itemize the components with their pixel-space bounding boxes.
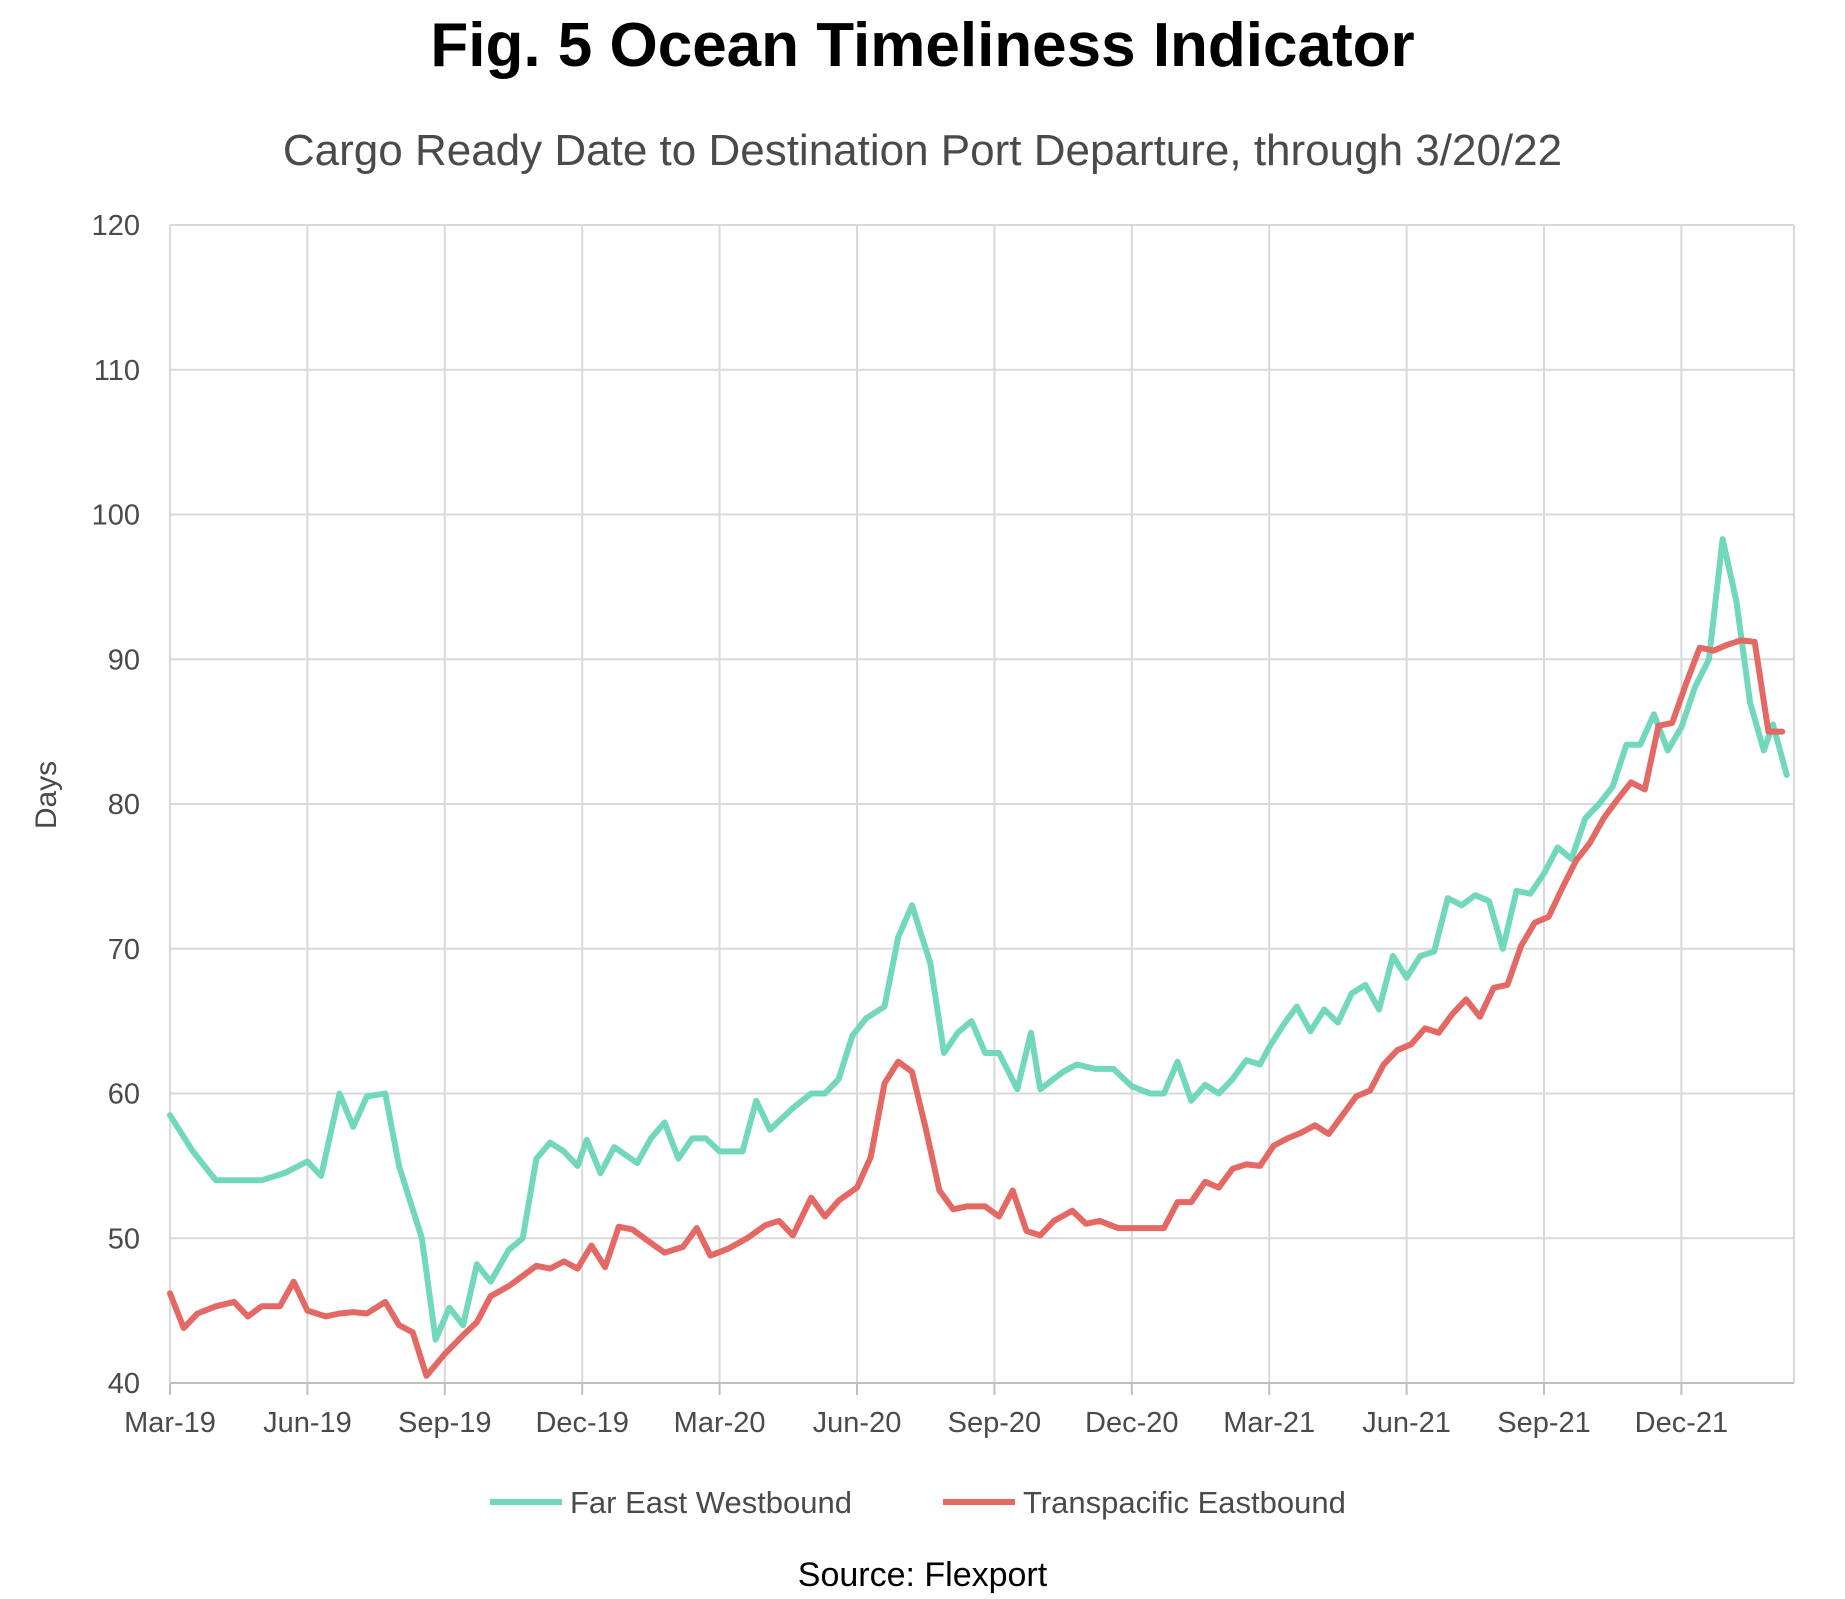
legend-label-0: Far East Westbound	[570, 1485, 852, 1520]
x-tick-label: Dec-20	[1085, 1407, 1179, 1439]
x-tick-label: Mar-19	[124, 1407, 216, 1439]
y-tick-label: 40	[108, 1368, 140, 1400]
y-tick-label: 80	[108, 789, 140, 821]
series-line-0	[167, 536, 1790, 1343]
y-tick-label: 90	[108, 644, 140, 676]
y-tick-label: 50	[108, 1223, 140, 1255]
chart-title: Fig. 5 Ocean Timeliness Indicator	[430, 11, 1415, 80]
series-lines	[167, 536, 1790, 1379]
x-tick-label: Dec-21	[1635, 1407, 1729, 1439]
y-axis-title: Days	[30, 761, 63, 829]
y-tick-label: 70	[108, 934, 140, 966]
legend: Far East Westbound Transpacific Eastbound	[490, 1485, 1346, 1520]
x-axis-ticks: Mar-19 Jun-19 Sep-19 Dec-19 Mar-20 Jun-20 Sep-…	[124, 1407, 1728, 1439]
x-tick-label: Jun-19	[263, 1407, 352, 1439]
x-tick-label: Mar-20	[674, 1407, 766, 1439]
chart-subtitle: Cargo Ready Date to Destination Port Dep…	[282, 126, 1563, 175]
x-tick-label: Dec-19	[535, 1407, 629, 1439]
y-tick-label: 60	[108, 1079, 140, 1111]
x-tick-label: Sep-21	[1497, 1407, 1591, 1439]
x-tick-label: Sep-20	[948, 1407, 1042, 1439]
series-line-1	[167, 637, 1786, 1379]
x-tick-label: Mar-21	[1223, 1407, 1315, 1439]
source-note: Source: Flexport	[797, 1556, 1048, 1594]
legend-label-1: Transpacific Eastbound	[1023, 1485, 1346, 1520]
y-tick-label: 120	[92, 210, 140, 242]
x-tick-label: Sep-19	[398, 1407, 492, 1439]
y-axis-ticks: 40 50 60 70 80 90 100 110 120	[92, 210, 140, 1400]
y-tick-label: 110	[94, 355, 140, 387]
x-tick-label: Jun-20	[813, 1407, 902, 1439]
y-tick-label: 100	[92, 500, 140, 532]
grid-lines	[169, 224, 1795, 1395]
x-tick-label: Jun-21	[1362, 1407, 1451, 1439]
